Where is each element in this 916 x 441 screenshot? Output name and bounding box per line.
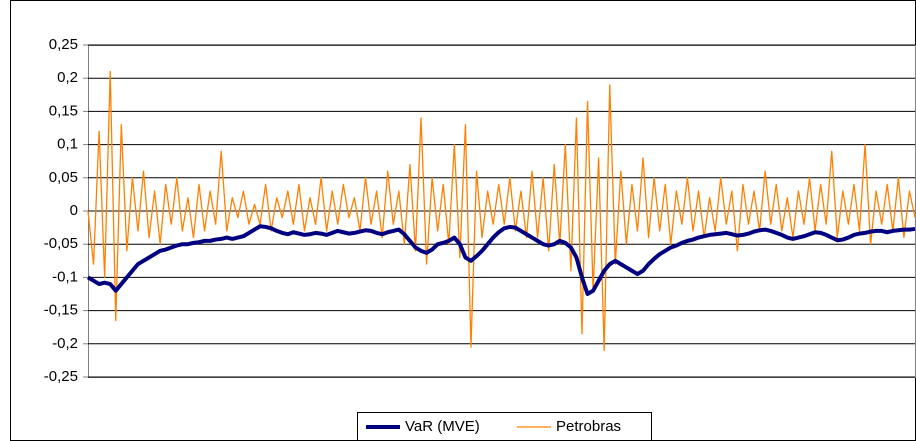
y-tick-label: 0,2 (57, 69, 78, 86)
y-tick-label: 0,25 (49, 36, 78, 53)
series-line (86, 224, 916, 296)
y-tick-label: 0,1 (57, 136, 78, 153)
y-tick-label: 0,05 (49, 169, 78, 186)
y-tick-label: 0,15 (49, 102, 78, 119)
legend: VaR (MVE) Petrobras (366, 418, 621, 435)
y-tick-label: 0 (70, 202, 78, 219)
y-tick-label: -0,2 (52, 335, 78, 352)
y-tick-label: -0,15 (44, 302, 78, 319)
legend-label: Petrobras (556, 418, 621, 435)
y-tick-label: -0,1 (52, 268, 78, 285)
y-tick-label: -0,25 (44, 368, 78, 385)
lines (86, 70, 916, 352)
legend-label: VaR (MVE) (405, 418, 480, 435)
series-line (87, 70, 916, 352)
grid: -0,25 -0,2 -0,15 -0,1 -0,05 0 0,05 0,1 0,15 0,2 0,… (44, 36, 915, 385)
legend-box (357, 412, 652, 441)
y-tick-label: -0,05 (44, 235, 78, 252)
